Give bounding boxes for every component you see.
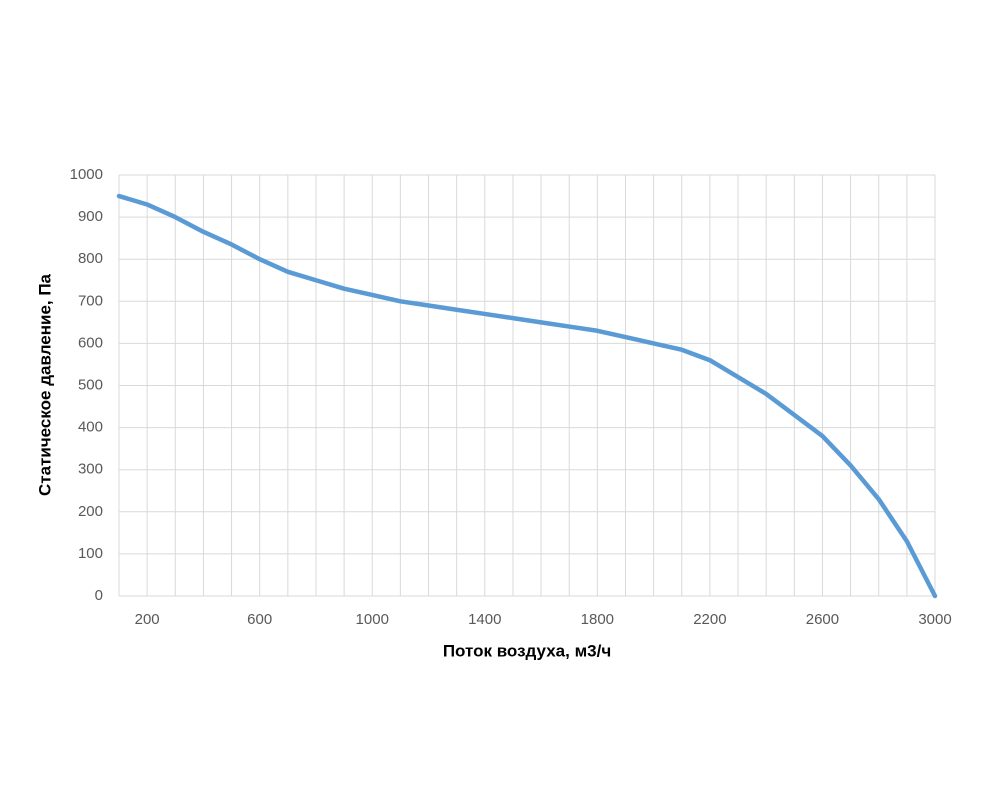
x-tick-label: 200	[135, 611, 160, 628]
y-axis-title: Статическое давление, Па	[35, 273, 54, 496]
y-tick-label: 400	[78, 419, 103, 436]
y-tick-label: 900	[78, 208, 103, 225]
x-tick-label: 600	[247, 611, 272, 628]
y-tick-label: 200	[78, 503, 103, 520]
x-tick-label: 1000	[356, 611, 389, 628]
data-line	[116, 193, 938, 599]
y-tick-label: 1000	[70, 166, 103, 183]
y-tick-label: 700	[78, 292, 103, 309]
y-tick-label: 100	[78, 545, 103, 562]
x-tick-label: 2200	[693, 611, 726, 628]
x-tick-label: 3000	[918, 611, 951, 628]
x-tick-label: 1400	[468, 611, 501, 628]
x-tick-label: 1800	[581, 611, 614, 628]
y-tick-label: 300	[78, 461, 103, 478]
y-tick-label: 0	[95, 587, 103, 604]
x-axis-title: Поток воздуха, м3/ч	[443, 641, 611, 660]
y-tick-label: 500	[78, 376, 103, 393]
x-tick-label: 2600	[806, 611, 839, 628]
y-tick-label: 800	[78, 250, 103, 267]
y-tick-label: 600	[78, 334, 103, 351]
